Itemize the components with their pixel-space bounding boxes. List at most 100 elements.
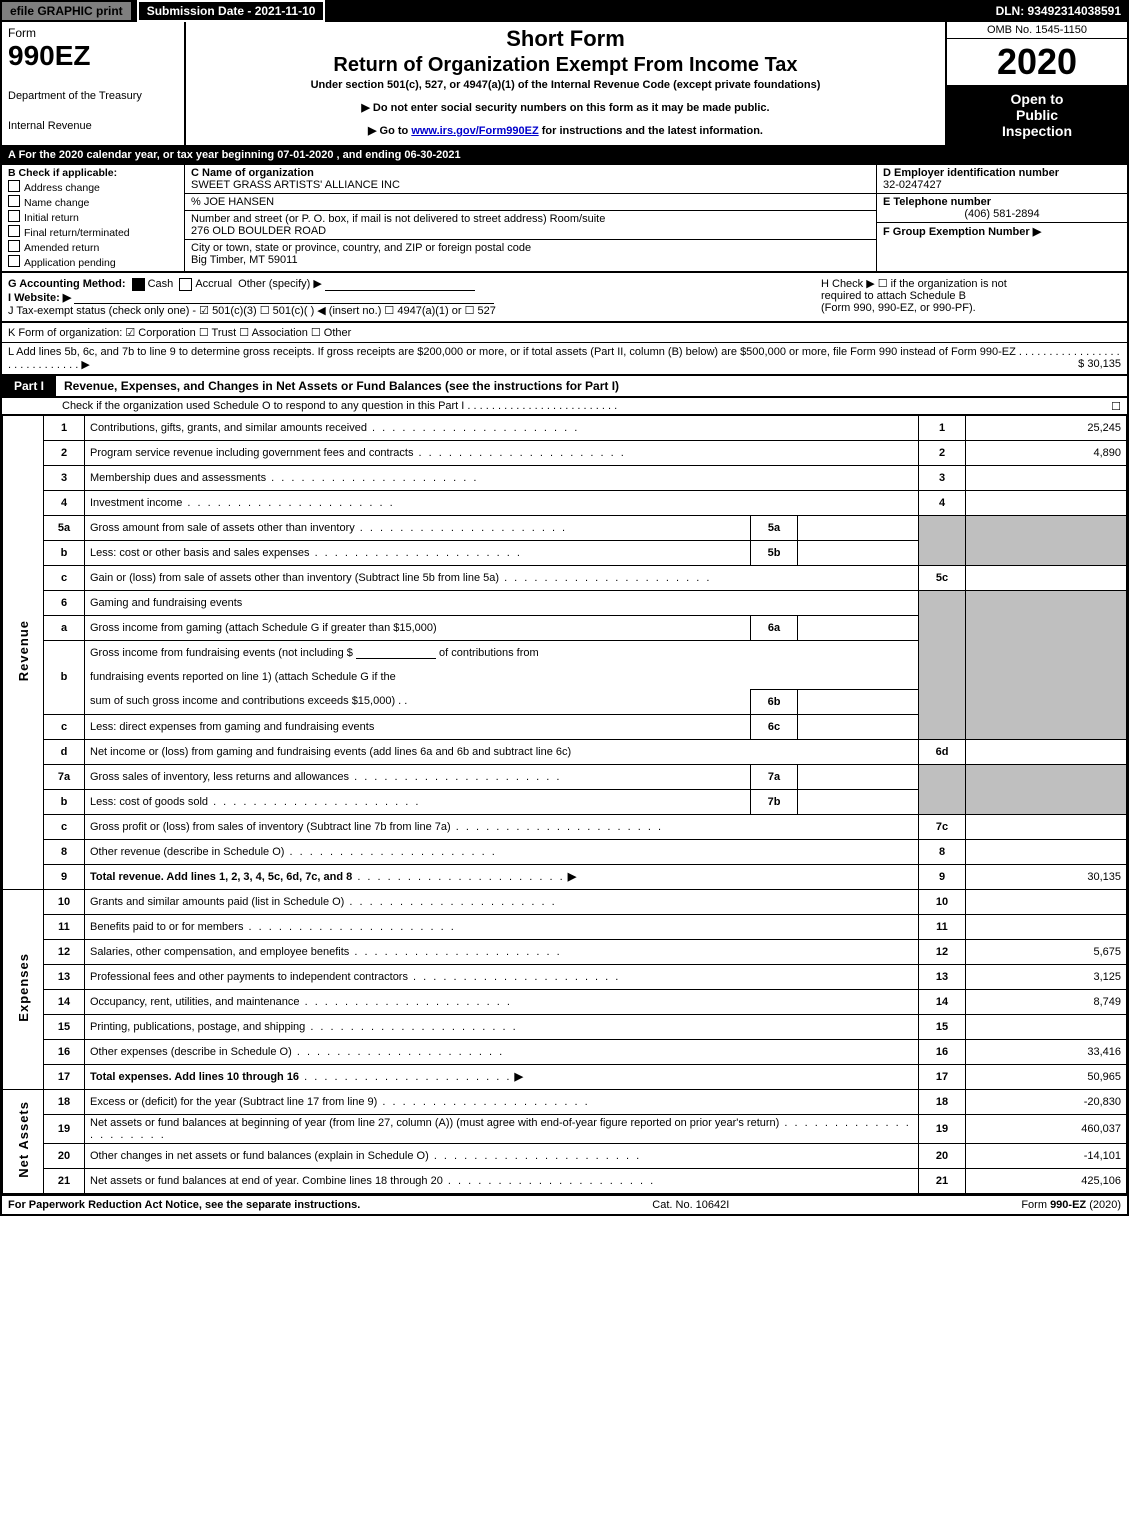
line-6b-inval: [798, 689, 919, 714]
line-19: 19 Net assets or fund balances at beginn…: [3, 1114, 1127, 1143]
line-16: 16 Other expenses (describe in Schedule …: [3, 1039, 1127, 1064]
chk-accrual[interactable]: [179, 278, 192, 291]
side-expenses: Expenses: [3, 889, 44, 1089]
line-5a-inval: [798, 515, 919, 540]
line-9-num: 9: [44, 864, 85, 889]
line-6b-desc2: of contributions from: [439, 647, 539, 659]
line-20-rnum: 20: [919, 1143, 966, 1168]
box-d-label: D Employer identification number: [883, 167, 1059, 179]
line-13-value: 3,125: [966, 964, 1127, 989]
chk-name-change[interactable]: Name change: [8, 194, 178, 209]
line-15: 15 Printing, publications, postage, and …: [3, 1014, 1127, 1039]
side-revenue: Revenue: [3, 415, 44, 889]
line-2-desc: Program service revenue including govern…: [90, 447, 413, 459]
row-l-text: L Add lines 5b, 6c, and 7b to line 9 to …: [8, 346, 1120, 371]
line-6a-innum: 6a: [751, 615, 798, 640]
goto-post: for instructions and the latest informat…: [542, 125, 763, 137]
line-14: 14 Occupancy, rent, utilities, and maint…: [3, 989, 1127, 1014]
line-3-value: [966, 465, 1127, 490]
line-17-rnum: 17: [919, 1064, 966, 1089]
row-a-tax-year: A For the 2020 calendar year, or tax yea…: [0, 147, 1129, 165]
goto-note: ▶ Go to www.irs.gov/Form990EZ for instru…: [196, 124, 935, 137]
irs-link[interactable]: www.irs.gov/Form990EZ: [411, 125, 538, 137]
line-7c-value: [966, 814, 1127, 839]
tax-year: 2020: [947, 39, 1127, 85]
line-5ab-grey: [919, 515, 966, 565]
line-9-desc: Total revenue. Add lines 1, 2, 3, 4, 5c,…: [90, 871, 352, 883]
part-i-title: Revenue, Expenses, and Changes in Net As…: [56, 379, 619, 393]
part-i-tab: Part I: [2, 376, 56, 396]
ein-value: 32-0247427: [883, 179, 942, 191]
line-6-desc: Gaming and fundraising events: [90, 597, 242, 609]
line-2-rnum: 2: [919, 440, 966, 465]
dln-label: DLN: 93492314038591: [996, 4, 1129, 18]
line-5c-desc: Gain or (loss) from sale of assets other…: [90, 572, 499, 584]
chk-initial-return[interactable]: Initial return: [8, 209, 178, 224]
line-6d: d Net income or (loss) from gaming and f…: [3, 739, 1127, 764]
line-7ab-grey: [919, 764, 966, 814]
line-6c-desc: Less: direct expenses from gaming and fu…: [90, 721, 374, 733]
line-19-desc: Net assets or fund balances at beginning…: [90, 1117, 779, 1129]
line-1-desc: Contributions, gifts, grants, and simila…: [90, 422, 367, 434]
line-8-value: [966, 839, 1127, 864]
line-10: Expenses 10 Grants and similar amounts p…: [3, 889, 1127, 914]
line-5ab-greyval: [966, 515, 1127, 565]
line-18-desc: Excess or (deficit) for the year (Subtra…: [90, 1096, 377, 1108]
chk-final-return[interactable]: Final return/terminated: [8, 224, 178, 239]
inspect-line2: Public: [947, 107, 1127, 123]
line-7b-num: b: [44, 789, 85, 814]
lbl-cash: Cash: [148, 278, 174, 290]
header-left: Form 990EZ Department of the Treasury In…: [2, 22, 186, 145]
care-of: % JOE HANSEN: [185, 194, 876, 211]
line-6-num: 6: [44, 590, 85, 615]
inspect-line3: Inspection: [947, 123, 1127, 139]
row-j: J Tax-exempt status (check only one) - ☑…: [8, 305, 496, 317]
row-h-line2: required to attach Schedule B: [821, 290, 1121, 302]
part-i-check[interactable]: ☐: [1111, 400, 1121, 413]
website-input[interactable]: [74, 291, 494, 304]
line-21-num: 21: [44, 1168, 85, 1193]
line-15-rnum: 15: [919, 1014, 966, 1039]
org-name: SWEET GRASS ARTISTS' ALLIANCE INC: [191, 179, 400, 191]
line-7c-num: c: [44, 814, 85, 839]
box-e-label: E Telephone number: [883, 196, 991, 208]
line-8-num: 8: [44, 839, 85, 864]
line-13-desc: Professional fees and other payments to …: [90, 971, 408, 983]
line-13-num: 13: [44, 964, 85, 989]
line-10-num: 10: [44, 889, 85, 914]
other-specify-input[interactable]: [325, 278, 475, 291]
line-21-desc: Net assets or fund balances at end of ye…: [90, 1175, 443, 1187]
chk-address-change[interactable]: Address change: [8, 179, 178, 194]
block-bcdef: B Check if applicable: Address change Na…: [0, 165, 1129, 273]
subtitle: Under section 501(c), 527, or 4947(a)(1)…: [196, 79, 935, 91]
form-number: 990EZ: [8, 40, 178, 72]
chk-application-pending[interactable]: Application pending: [8, 254, 178, 269]
line-12: 12 Salaries, other compensation, and emp…: [3, 939, 1127, 964]
box-b: B Check if applicable: Address change Na…: [2, 165, 185, 271]
line-20-desc: Other changes in net assets or fund bala…: [90, 1150, 429, 1162]
line-5c-value: [966, 565, 1127, 590]
submission-date: Submission Date - 2021-11-10: [137, 0, 326, 22]
line-1: Revenue 1 Contributions, gifts, grants, …: [3, 415, 1127, 440]
line-6d-value: [966, 739, 1127, 764]
chk-cash[interactable]: [132, 278, 145, 291]
efile-print-button[interactable]: efile GRAPHIC print: [2, 2, 131, 20]
line-6b-amount-input[interactable]: [356, 646, 436, 659]
street-address: 276 OLD BOULDER ROAD: [191, 225, 326, 237]
form-header: Form 990EZ Department of the Treasury In…: [0, 22, 1129, 147]
line-7a-innum: 7a: [751, 764, 798, 789]
line-6b-desc3: fundraising events reported on line 1) (…: [90, 671, 396, 683]
line-13: 13 Professional fees and other payments …: [3, 964, 1127, 989]
chk-amended-return[interactable]: Amended return: [8, 239, 178, 254]
line-3-num: 3: [44, 465, 85, 490]
line-21-rnum: 21: [919, 1168, 966, 1193]
top-bar: efile GRAPHIC print Submission Date - 20…: [0, 0, 1129, 22]
header-right: OMB No. 1545-1150 2020 Open to Public In…: [945, 22, 1127, 145]
line-7b-desc: Less: cost of goods sold: [90, 796, 208, 808]
line-5c-num: c: [44, 565, 85, 590]
header-middle: Short Form Return of Organization Exempt…: [186, 22, 945, 145]
line-10-desc: Grants and similar amounts paid (list in…: [90, 896, 344, 908]
addr-label: Number and street (or P. O. box, if mail…: [191, 213, 605, 225]
city-label: City or town, state or province, country…: [191, 242, 531, 254]
lbl-accrual: Accrual: [195, 278, 232, 290]
